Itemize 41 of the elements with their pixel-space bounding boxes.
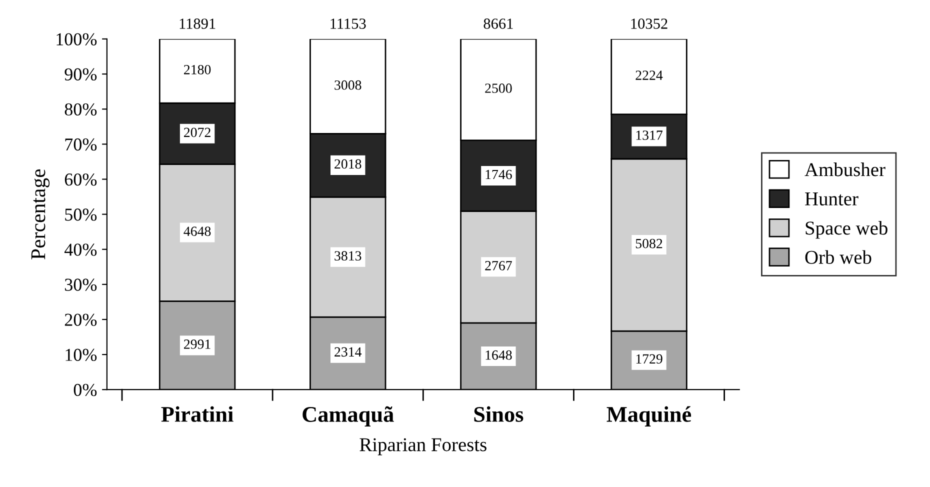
annotation: 2767: [485, 261, 512, 270]
annotation: 1746: [486, 170, 512, 180]
annotation: 2018: [334, 159, 362, 169]
x-tick-label: Camaquã: [302, 406, 394, 426]
y-tick-label: 10%: [66, 348, 97, 362]
annotation: 2180: [184, 64, 211, 74]
annotation: 1729: [636, 354, 662, 364]
legend-label: Hunter: [805, 192, 858, 206]
legend-label: Space web: [806, 221, 888, 239]
annotation: 1317: [636, 130, 662, 140]
y-tick-label: 70%: [65, 138, 97, 151]
y-tick-label: 30%: [64, 278, 97, 291]
legend-label: Ambusher: [804, 162, 886, 176]
text: 10352: [631, 18, 668, 29]
annotation: 3813: [334, 251, 362, 261]
annotation: 3008: [334, 80, 362, 90]
y-tick-label: 0%: [74, 384, 97, 396]
annotation: 5082: [636, 238, 662, 248]
annotation: 2991: [184, 340, 210, 349]
y-tick-label: 60%: [64, 173, 97, 186]
text: 8661: [484, 18, 513, 29]
y-axis-title: Percentage: [31, 169, 50, 260]
y-tick-label: 100%: [56, 33, 97, 46]
annotation: 2500: [485, 84, 512, 93]
y-tick-label: 20%: [64, 314, 97, 326]
legend-label: Orb web: [805, 250, 872, 264]
y-tick-label: 40%: [64, 244, 97, 256]
text: 11891: [180, 18, 216, 29]
text: 11153: [330, 18, 366, 29]
x-tick-label: Piratini: [161, 406, 234, 422]
y-tick-label: 90%: [64, 68, 97, 81]
annotation: 2314: [334, 347, 362, 357]
y-tick-label: 50%: [65, 208, 97, 221]
y-tick-label: 80%: [64, 103, 97, 116]
x-tick-label: Sinos: [474, 406, 524, 422]
annotation: 2072: [184, 128, 210, 138]
annotation: 2224: [636, 70, 663, 80]
x-tick-label: Maquiné: [606, 406, 692, 426]
annotation: 1648: [486, 350, 512, 360]
x-axis-title: Riparian Forests: [360, 438, 486, 456]
annotation: 4648: [184, 226, 211, 236]
